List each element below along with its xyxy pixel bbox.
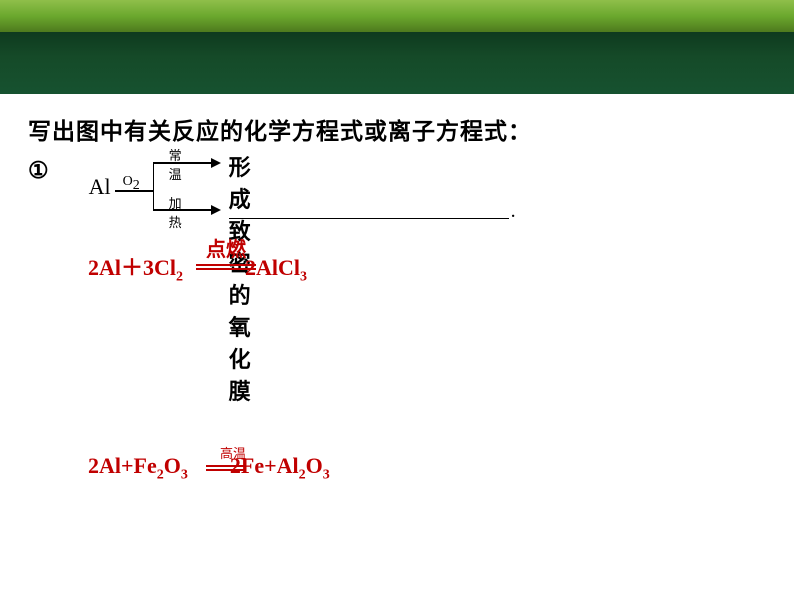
equation-2: 高温 2Al+Fe2O32Fe+Al2O3: [88, 453, 766, 483]
diagram-row: ① Al O2 常温 加热 形成致密的氧化膜 .: [28, 152, 766, 224]
reactant-label: Al: [89, 174, 111, 200]
arrow-bottom-line: [153, 209, 213, 211]
answer-blank-line: [229, 218, 509, 219]
condition-bottom: 加热: [169, 193, 182, 231]
bracket-vertical: [153, 162, 155, 210]
header-bottom-stripe: [0, 32, 794, 94]
item-number: ①: [28, 158, 49, 184]
eq1-text: 2Al＋3Cl22AlCl3: [88, 250, 307, 285]
arrowhead-top: [211, 158, 221, 168]
header-top-stripe: [0, 0, 794, 32]
stem-line: [115, 190, 153, 192]
condition-top: 常温: [169, 145, 182, 183]
prompt-text: 写出图中有关反应的化学方程式或离子方程式：: [28, 112, 766, 146]
arrowhead-bottom: [211, 205, 221, 215]
arrow-top-line: [153, 162, 213, 164]
content-area: 写出图中有关反应的化学方程式或离子方程式： ① Al O2 常温 加热 形成致密…: [28, 112, 766, 484]
period: .: [511, 200, 516, 223]
equation-1: 点燃 2Al＋3Cl22AlCl3: [88, 250, 766, 285]
eq2-text: 2Al+Fe2O32Fe+Al2O3: [88, 453, 330, 483]
header-band: [0, 0, 794, 94]
